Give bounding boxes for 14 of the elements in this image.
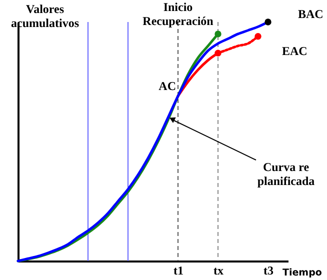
annotation: EAC — [282, 44, 308, 58]
annotation: Curva re planificada — [257, 160, 315, 188]
point — [264, 18, 272, 26]
ref-line-label: Inicio Recuperación — [142, 0, 214, 28]
x-tick-label: t3 — [264, 264, 274, 278]
x-axis-title: Tiempo — [282, 268, 322, 278]
point — [254, 32, 262, 40]
point — [214, 50, 222, 56]
annotation: AC — [158, 79, 176, 93]
y-axis-title: Valores acumulativos — [10, 2, 80, 30]
x-tick-label: t1 — [174, 264, 184, 278]
text: BAC — [298, 7, 324, 21]
x-tick-label: tx — [214, 264, 224, 278]
point — [214, 30, 222, 38]
